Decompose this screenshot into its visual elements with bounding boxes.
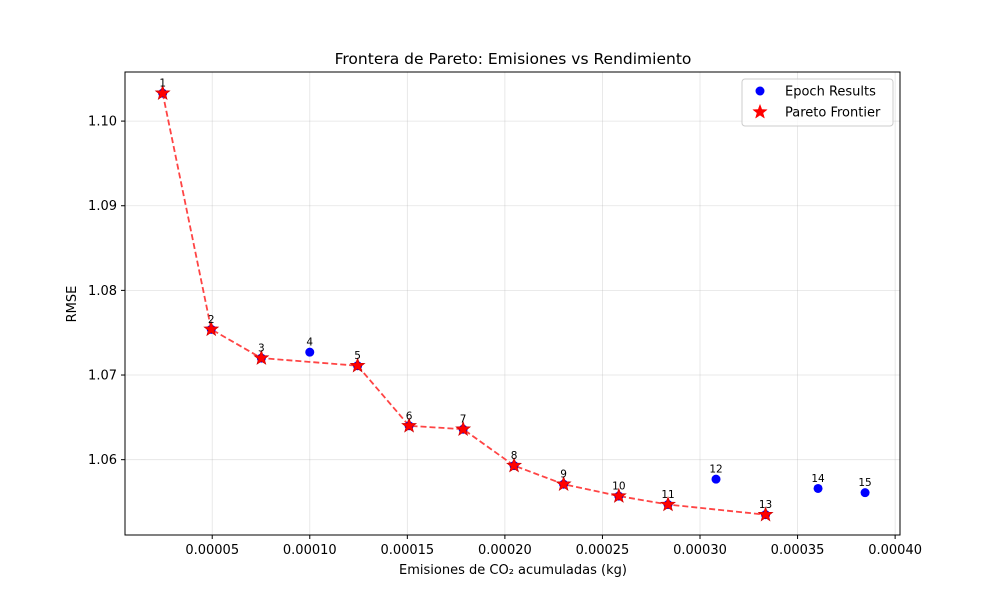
- point-label-3: 3: [258, 343, 265, 355]
- point-label-12: 12: [709, 464, 722, 476]
- x-axis: 0.00005 0.00010 0.00015 0.00020 0.00025 0.000…: [185, 535, 922, 558]
- x-tick-label: 0.00035: [771, 543, 825, 558]
- y-tick-label: 1.06: [88, 453, 117, 468]
- pareto-star-9: [555, 475, 572, 491]
- y-tick-label: 1.10: [88, 115, 117, 130]
- point-label-15: 15: [858, 477, 871, 489]
- y-tick-label: 1.09: [88, 199, 117, 214]
- pareto-line-layer: [161, 92, 766, 516]
- y-tick-label: 1.08: [88, 284, 117, 299]
- point-label-11: 11: [661, 489, 674, 501]
- pareto-star-3: [253, 349, 270, 365]
- pareto-frontier-line: [161, 92, 766, 516]
- pareto-star-8: [506, 457, 523, 473]
- epoch-point-12: [711, 474, 721, 484]
- legend-marker-pareto-frontier: [752, 103, 768, 119]
- x-tick-label: 0.00005: [185, 543, 239, 558]
- legend-label-epoch-results: Epoch Results: [785, 85, 876, 100]
- point-label-13: 13: [759, 499, 772, 511]
- point-label-9: 9: [560, 469, 567, 481]
- pareto-star-2: [203, 320, 220, 337]
- plot-area: [124, 71, 901, 536]
- point-label-7: 7: [460, 414, 467, 426]
- epoch-point-14: [813, 483, 823, 493]
- x-tick-label: 0.00010: [283, 543, 337, 558]
- x-tick-label: 0.00025: [576, 543, 630, 558]
- pareto-star-6: [401, 417, 418, 433]
- point-label-2: 2: [208, 314, 215, 326]
- point-label-4: 4: [306, 337, 313, 349]
- marker-layer: [154, 84, 870, 522]
- epoch-point-15: [860, 488, 870, 498]
- legend: Epoch Results Pareto Frontier: [741, 78, 894, 127]
- pareto-star-7: [455, 420, 472, 436]
- y-tick-label: 1.07: [88, 369, 117, 384]
- x-tick-label: 0.00020: [478, 543, 532, 558]
- pareto-star-10: [610, 487, 627, 503]
- legend-label-pareto-frontier: Pareto Frontier: [785, 106, 881, 121]
- legend-box: [741, 78, 894, 127]
- point-label-1: 1: [159, 78, 166, 90]
- x-tick-label: 0.00015: [380, 543, 434, 558]
- point-label-14: 14: [811, 473, 825, 485]
- legend-marker-epoch-results: [755, 86, 765, 96]
- pareto-star-11: [660, 496, 676, 512]
- pareto-star-5: [349, 357, 366, 373]
- epoch-point-4: [305, 347, 315, 357]
- y-axis-title: RMSE: [65, 286, 80, 323]
- x-tick-label: 0.00030: [673, 543, 727, 558]
- point-label-8: 8: [511, 450, 518, 462]
- x-axis-title: Emisiones de CO₂ acumuladas (kg): [399, 563, 627, 578]
- y-axis: 1.06 1.07 1.08 1.09 1.10: [88, 115, 125, 468]
- point-label-5: 5: [354, 350, 361, 362]
- pareto-star-13: [757, 506, 774, 522]
- pareto-star-1: [154, 84, 171, 100]
- point-label-10: 10: [612, 481, 625, 493]
- point-label-6: 6: [406, 410, 413, 422]
- chart-title: Frontera de Pareto: Emisiones vs Rendimi…: [335, 50, 692, 68]
- x-tick-label: 0.00040: [868, 543, 922, 558]
